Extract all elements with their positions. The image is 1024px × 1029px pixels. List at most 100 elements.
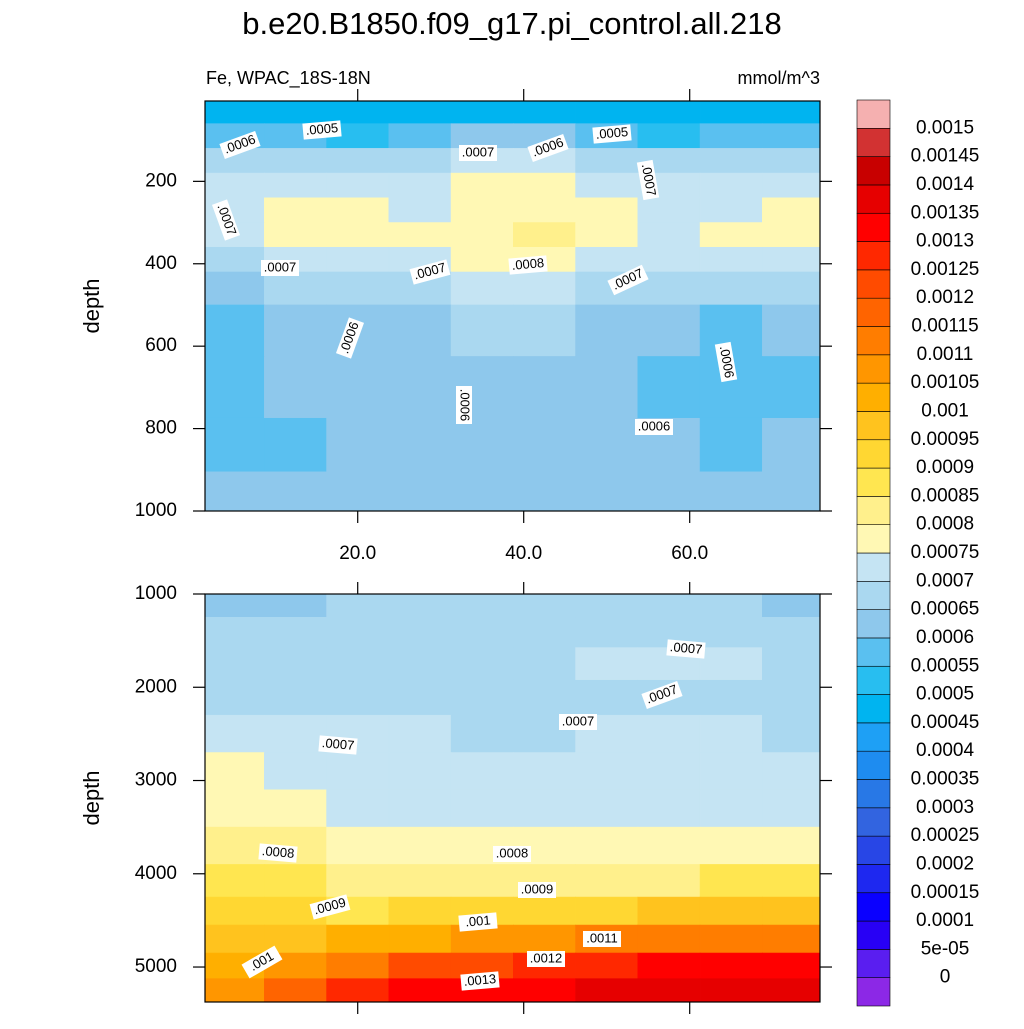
- colorbar-label: 0: [940, 967, 951, 988]
- contour-cell: [513, 924, 576, 954]
- y-tick-label: 1000: [135, 583, 177, 604]
- contour-cell: [450, 197, 514, 223]
- contour-cell: [575, 593, 639, 618]
- contour-cell: [762, 356, 821, 419]
- contour-cell: [450, 222, 514, 248]
- contour-label: .0008: [493, 845, 531, 862]
- contour-label-box: [258, 843, 298, 863]
- colorbar-label: 0.00085: [911, 485, 980, 506]
- contour-cell: [575, 978, 639, 1003]
- contour-cell: [575, 896, 639, 926]
- contour-label: .0005: [592, 124, 632, 144]
- y-tick-label: 800: [145, 418, 177, 439]
- contour-label-box: [318, 735, 358, 755]
- contour-label-text: .0006: [638, 418, 671, 433]
- contour-label-box: [493, 846, 531, 862]
- contour-cell: [575, 356, 639, 419]
- contour-cell: [388, 978, 452, 1003]
- contour-label-box: [636, 159, 660, 201]
- colorbar-label: 0.00105: [911, 372, 980, 393]
- contour-label-box: [527, 133, 569, 163]
- colorbar-label: 0.0002: [916, 853, 974, 874]
- contour-cell: [264, 304, 327, 357]
- contour-label-box: [456, 386, 472, 424]
- contour-cell: [699, 752, 763, 791]
- contour-cell: [388, 593, 452, 618]
- contour-label-box: [641, 680, 683, 710]
- contour-cell: [762, 952, 821, 979]
- contour-cell: [699, 100, 763, 124]
- colorbar-label: 0.0005: [916, 684, 974, 705]
- contour-cell: [699, 924, 763, 954]
- contour-cell: [699, 896, 763, 926]
- contour-label-text: .0007: [264, 259, 297, 274]
- y-axis-label: depth: [79, 278, 104, 333]
- plot-frame: [204, 593, 821, 1003]
- contour-cell: [388, 100, 452, 124]
- contour-cell: [388, 617, 452, 648]
- contour-cell: [513, 356, 576, 419]
- contour-cell: [637, 826, 701, 865]
- colorbar-label: 0.00125: [911, 259, 980, 280]
- contour-cell: [450, 647, 514, 681]
- contour-cell: [699, 123, 763, 149]
- contour-label-box: [459, 145, 497, 161]
- y-tick-label: 3000: [135, 770, 177, 791]
- contour-cell: [264, 172, 327, 199]
- contour-cell: [264, 978, 327, 1003]
- colorbar-label: 0.0004: [916, 740, 975, 761]
- contour-label: .0007: [636, 159, 660, 201]
- contour-cell: [699, 826, 763, 865]
- contour-cell: [388, 222, 452, 248]
- colorbar-label: 0.0009: [916, 457, 974, 478]
- contour-label-text: .0008: [261, 843, 295, 861]
- colorbar-box: [856, 581, 891, 610]
- contour-label-text: .0005: [305, 120, 339, 138]
- contour-cell: [204, 304, 265, 357]
- contour-label-box: [460, 971, 500, 991]
- contour-cell: [699, 679, 763, 716]
- colorbar-box: [856, 920, 891, 950]
- contour-label-box: [458, 912, 498, 932]
- colorbar-box: [856, 269, 891, 299]
- colorbar-label: 0.00035: [911, 769, 980, 790]
- y-tick-label: 400: [145, 253, 177, 274]
- contour-label-box: [527, 951, 565, 967]
- colorbar-box: [856, 694, 891, 724]
- contour-cell: [575, 617, 639, 648]
- contour-cell: [326, 679, 390, 716]
- colorbar-box: [856, 609, 891, 639]
- contour-label: .0005: [302, 120, 342, 140]
- contour-cell: [264, 789, 327, 828]
- contour-cell: [637, 896, 701, 926]
- colorbar-box: [856, 467, 891, 497]
- contour-cell: [637, 271, 701, 306]
- contour-cell: [204, 752, 265, 791]
- contour-cell: [204, 100, 265, 124]
- contour-cell: [637, 752, 701, 791]
- units-label: mmol/m^3: [738, 68, 820, 88]
- colorbar-box: [856, 807, 891, 837]
- contour-cell: [388, 896, 452, 926]
- contour-cell: [264, 714, 327, 753]
- contour-cell: [326, 593, 390, 618]
- contour-label-box: [261, 260, 299, 276]
- x-tick-label: 20.0: [339, 543, 376, 564]
- colorbar-box: [856, 665, 891, 695]
- contour-label: .0007: [666, 639, 706, 659]
- contour-cell: [388, 197, 452, 223]
- colorbar-box: [856, 977, 891, 1007]
- contour-label-text: .0005: [595, 124, 629, 142]
- colorbar-label: 0.001: [921, 400, 969, 421]
- colorbar-label: 0.00045: [911, 712, 980, 733]
- contour-cell: [699, 593, 763, 618]
- contour-cell: [204, 417, 265, 473]
- contour-cell: [450, 789, 514, 828]
- contour-cell: [637, 123, 701, 149]
- colorbar-label: 0.0013: [916, 231, 974, 252]
- contour-cell: [699, 471, 763, 512]
- contour-cell: [575, 100, 639, 124]
- contour-cell: [513, 222, 576, 248]
- contour-cell: [637, 471, 701, 512]
- contour-cell: [388, 864, 452, 898]
